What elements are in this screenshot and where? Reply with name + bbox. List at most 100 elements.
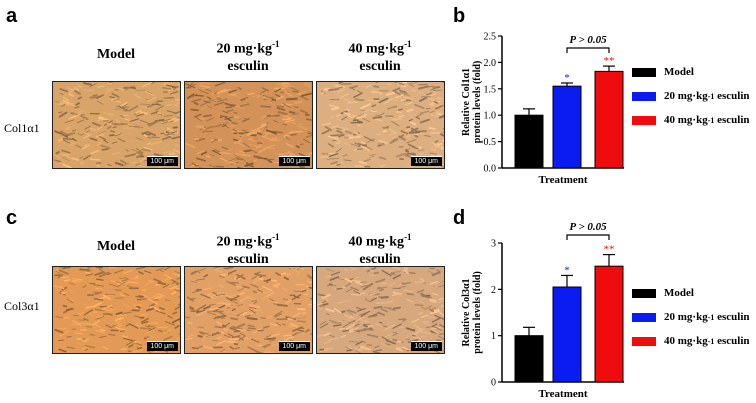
column-label-text: 20 mg·kg <box>216 41 273 57</box>
bar-chart-col3a1: 0 1 2 3 Relative Col3α1 protein levels (fold)… <box>461 222 624 400</box>
row-label-col1a1: Col1α1 <box>4 121 40 135</box>
legend-b: Model 20 mg·kg -1 esculin 40 mg·kg -1 escu… <box>632 66 750 138</box>
column-label-40mg: 40 mg·kg-1 esculin <box>316 229 444 268</box>
column-label-text: 40 mg·kg <box>348 234 405 250</box>
scale-bar-label: 100 μm <box>278 341 310 351</box>
bar-chart-col1a1: 0.0 0.5 1.0 1.5 2.0 2.5 Relative Col1α1 protein… <box>461 32 624 186</box>
micrograph-a-40mg: 100 μm <box>316 81 445 169</box>
micrograph-texture <box>317 82 444 168</box>
panel-letter-d: d <box>453 207 466 229</box>
column-label-model: Model <box>52 238 180 255</box>
legend-label: 20 mg·kg <box>664 311 708 323</box>
bar-2 <box>594 70 624 169</box>
legend-item-model: Model <box>632 287 750 300</box>
y-tick-label: 1.5 <box>484 84 497 95</box>
micrograph-texture <box>317 267 444 353</box>
bar-2 <box>594 265 624 383</box>
legend-suffix: esculin <box>714 335 750 347</box>
y-tick-label: 0.5 <box>484 137 497 148</box>
significance-marker: ** <box>604 244 615 256</box>
column-label-20mg: 20 mg·kg-1 esculin <box>184 229 312 268</box>
micrograph-texture <box>185 82 312 168</box>
bar-1 <box>552 85 582 169</box>
column-label-superscript: -1 <box>404 232 412 242</box>
micrograph-c-model: 100 μm <box>52 266 181 354</box>
legend-swatch <box>632 313 656 322</box>
y-tick-label: 2 <box>491 285 496 296</box>
column-label-20mg: 20 mg·kg-1 esculin <box>184 36 312 75</box>
legend-superscript: -1 <box>707 116 715 125</box>
y-tick-label: 2.0 <box>484 58 497 69</box>
scale-bar-label: 100 μm <box>146 156 178 166</box>
legend-item-40mg: 40 mg·kg -1 esculin <box>632 335 750 348</box>
significance-marker: ** <box>604 55 615 67</box>
micrograph-c-20mg: 100 μm <box>184 266 313 354</box>
legend-d: Model 20 mg·kg -1 esculin 40 mg·kg -1 escu… <box>632 287 750 359</box>
panel-letter-a: a <box>6 5 18 27</box>
legend-label: 40 mg·kg <box>664 114 708 126</box>
x-axis-label: Treatment <box>538 174 587 186</box>
legend-swatch <box>632 289 656 298</box>
y-tick-label: 0.0 <box>484 164 497 175</box>
legend-suffix: esculin <box>714 114 750 126</box>
micrograph-c-40mg: 100 μm <box>316 266 445 354</box>
comparison-label: P > 0.05 <box>569 222 607 233</box>
legend-label: 40 mg·kg <box>664 335 708 347</box>
legend-item-40mg: 40 mg·kg -1 esculin <box>632 114 750 127</box>
comparison-label: P > 0.05 <box>569 34 607 46</box>
y-tick-label: 1 <box>491 331 496 342</box>
column-label-superscript: -1 <box>272 39 280 49</box>
scale-bar-label: 100 μm <box>278 156 310 166</box>
legend-suffix: esculin <box>714 90 750 102</box>
legend-item-20mg: 20 mg·kg -1 esculin <box>632 311 750 324</box>
column-label-text: 40 mg·kg <box>348 41 405 57</box>
legend-swatch <box>632 92 656 101</box>
micrograph-a-model: 100 μm <box>52 81 181 169</box>
y-axis-label: protein levels (fold) <box>472 61 483 144</box>
column-label-text: 20 mg·kg <box>216 234 273 250</box>
legend-label: 20 mg·kg <box>664 90 708 102</box>
column-label-subtext: esculin <box>359 251 401 267</box>
legend-superscript: -1 <box>707 337 715 346</box>
legend-superscript: -1 <box>707 92 715 101</box>
legend-swatch <box>632 116 656 125</box>
scale-bar-label: 100 μm <box>146 341 178 351</box>
column-label-40mg: 40 mg·kg-1 esculin <box>316 36 444 75</box>
significance-marker: * <box>564 264 570 276</box>
legend-suffix: esculin <box>714 311 750 323</box>
column-label-subtext: esculin <box>227 58 269 74</box>
y-tick-label: 2.5 <box>484 32 497 43</box>
bar-0 <box>514 114 544 169</box>
x-axis-label: Treatment <box>538 388 587 400</box>
legend-item-20mg: 20 mg·kg -1 esculin <box>632 90 750 103</box>
y-axis-label: Relative Col1α1 <box>461 68 472 136</box>
legend-superscript: -1 <box>707 313 715 322</box>
column-label-subtext: esculin <box>227 251 269 267</box>
row-label-col3a1: Col3α1 <box>4 299 40 313</box>
column-label-model: Model <box>52 46 180 63</box>
comparison-bracket <box>566 234 610 240</box>
legend-label: Model <box>664 66 694 78</box>
micrograph-texture <box>185 267 312 353</box>
legend-item-model: Model <box>632 66 750 79</box>
micrograph-texture <box>53 267 180 353</box>
column-label-subtext: esculin <box>359 58 401 74</box>
bar-1 <box>552 286 582 383</box>
legend-swatch <box>632 68 656 77</box>
scale-bar-label: 100 μm <box>410 156 442 166</box>
y-tick-label: 0 <box>491 378 496 389</box>
legend-swatch <box>632 337 656 346</box>
y-tick-label: 3 <box>491 239 496 250</box>
comparison-bracket <box>566 47 610 53</box>
micrograph-texture <box>53 82 180 168</box>
bar-0 <box>514 335 544 383</box>
column-label-superscript: -1 <box>404 39 412 49</box>
panel-letter-b: b <box>453 5 466 27</box>
micrograph-a-20mg: 100 μm <box>184 81 313 169</box>
column-label-text: Model <box>96 239 136 254</box>
significance-marker: * <box>564 72 570 84</box>
y-axis-label: Relative Col3α1 <box>461 278 472 346</box>
legend-label: Model <box>664 287 694 299</box>
y-axis-label: protein levels (fold) <box>472 271 483 354</box>
panel-letter-c: c <box>6 207 18 229</box>
